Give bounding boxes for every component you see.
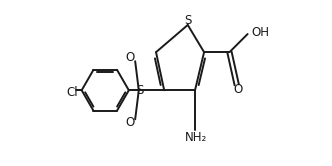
Text: O: O [233, 83, 243, 96]
Text: Cl: Cl [66, 85, 77, 99]
Text: NH₂: NH₂ [185, 130, 207, 144]
Text: O: O [125, 116, 135, 129]
Text: S: S [184, 14, 192, 27]
Text: O: O [125, 51, 135, 64]
Text: OH: OH [252, 26, 270, 39]
Text: S: S [136, 84, 143, 97]
